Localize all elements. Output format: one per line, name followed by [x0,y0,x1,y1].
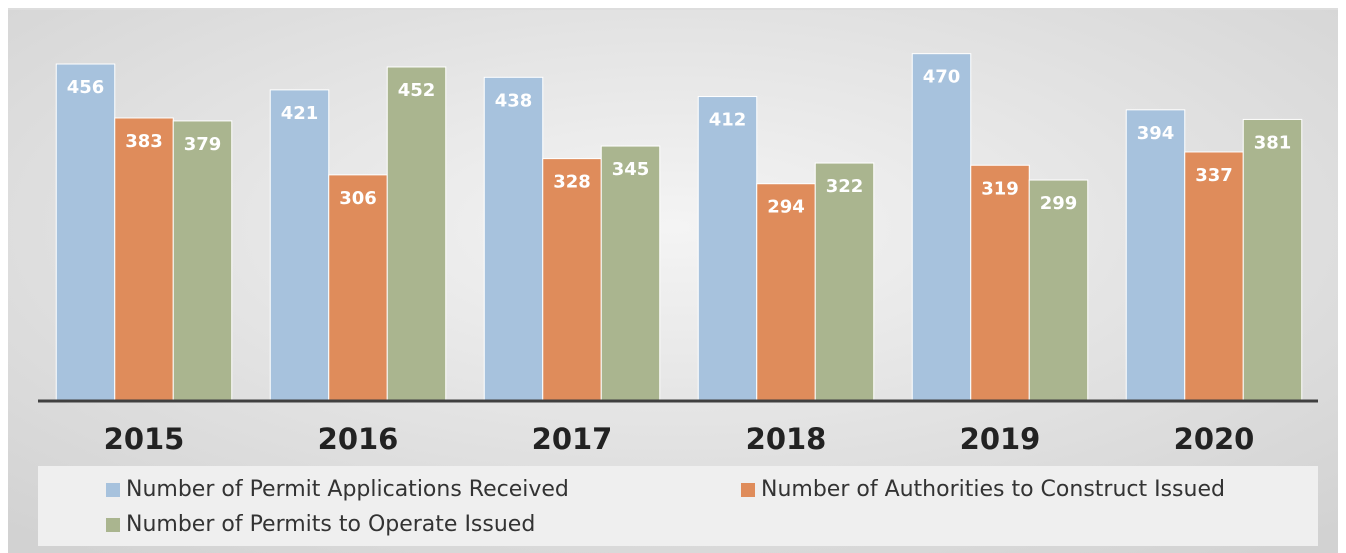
legend-label: Number of Permit Applications Received [126,477,569,502]
bar [1125,109,1186,402]
x-tick-label: 2020 [1174,422,1255,456]
value-label: 381 [1254,132,1292,153]
bar [814,162,875,402]
value-label: 438 [495,90,533,111]
x-tick-label: 2015 [104,422,185,456]
value-label: 337 [1195,165,1233,186]
value-label: 306 [339,188,377,209]
bar [483,76,544,402]
x-tick-label: 2018 [746,422,827,456]
bar [542,158,602,402]
value-label: 345 [612,159,650,180]
value-label: 412 [709,110,747,131]
bar [756,183,816,402]
legend-label: Number of Authorities to Construct Issue… [761,477,1225,502]
value-label: 294 [767,197,805,218]
value-label: 452 [398,80,436,101]
legend-swatch [106,483,120,497]
legend-label: Number of Permits to Operate Issued [126,512,535,537]
bar [1242,118,1303,402]
value-label: 322 [826,176,864,197]
value-label: 470 [923,67,961,88]
legend-swatch [741,483,755,497]
value-label: 383 [125,131,163,152]
bar [172,120,233,402]
value-label: 421 [281,103,319,124]
legend-box [38,466,1318,546]
x-tick-label: 2019 [960,422,1041,456]
bar [970,164,1030,402]
bar [55,63,116,402]
value-label: 328 [553,172,591,193]
bar [386,66,447,402]
value-label: 299 [1040,193,1078,214]
legend-swatch [106,518,120,532]
x-tick-label: 2017 [532,422,613,456]
bar [114,117,174,402]
bar [911,53,972,402]
value-label: 319 [981,178,1019,199]
bar [697,96,758,402]
bar [600,145,661,402]
value-label: 394 [1137,123,1175,144]
value-label: 456 [67,77,105,98]
bar [269,89,330,402]
value-label: 379 [184,134,222,155]
x-tick-label: 2016 [318,422,399,456]
bar [1184,151,1244,402]
